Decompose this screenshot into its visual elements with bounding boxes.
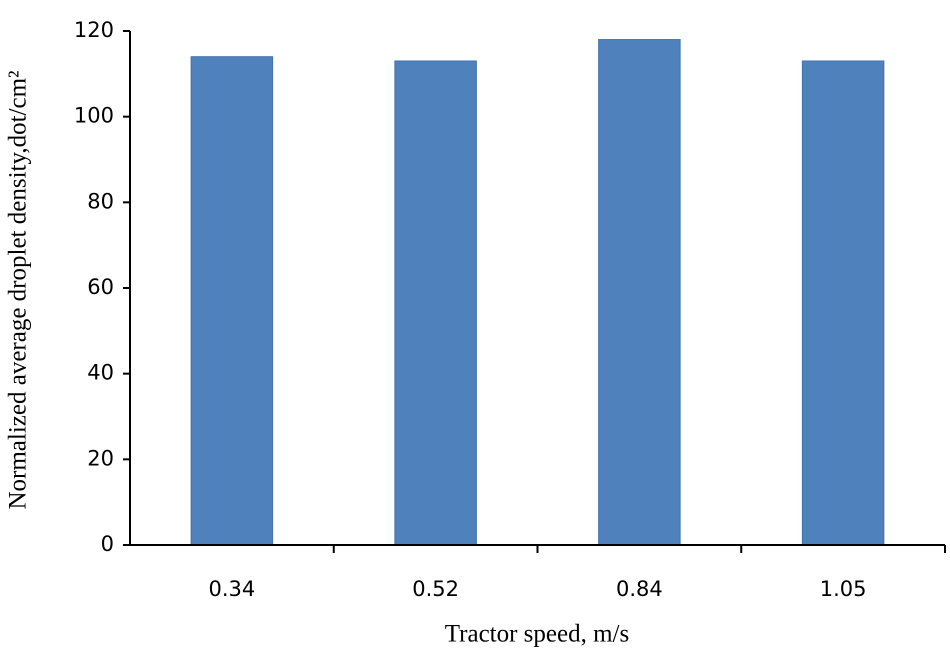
- bar: [394, 60, 477, 546]
- y-axis-title: Normalized average droplet density,dot/c…: [5, 70, 32, 509]
- y-tick-label: 120: [74, 18, 114, 42]
- x-axis-title: Tractor speed, m/s: [445, 621, 629, 648]
- y-tick-label: 40: [87, 361, 114, 385]
- y-tick-label: 0: [101, 532, 114, 556]
- bar: [598, 39, 681, 546]
- y-tick-label: 100: [74, 104, 114, 128]
- x-tick-label: 1.05: [820, 577, 867, 601]
- bar: [801, 60, 885, 546]
- y-tick-label: 80: [87, 189, 114, 213]
- x-tick-label: 0.34: [208, 577, 255, 601]
- bar: [190, 56, 274, 546]
- x-tick-label: 0.84: [616, 577, 663, 601]
- y-tick-label: 60: [87, 275, 114, 299]
- y-tick-label: 20: [87, 446, 114, 470]
- x-tick-label: 0.52: [412, 577, 459, 601]
